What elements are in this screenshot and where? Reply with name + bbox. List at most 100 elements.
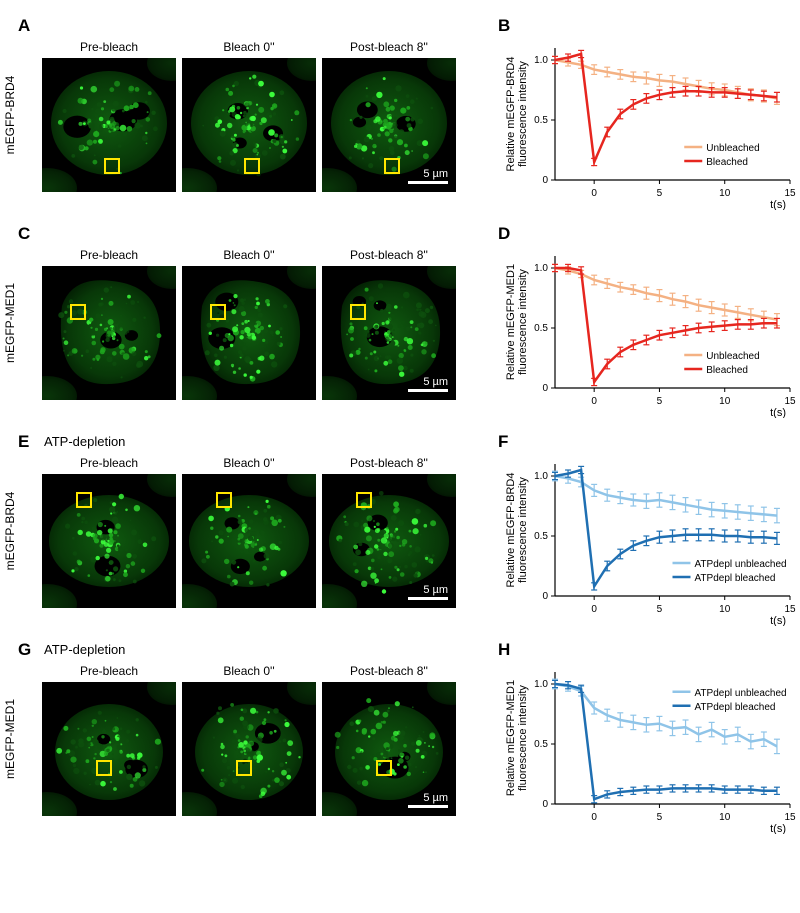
scale-bar-label: 5 µm (423, 376, 448, 388)
svg-text:Relative mEGFP-BRD4: Relative mEGFP-BRD4 (505, 57, 517, 172)
micro-wrap: Post-bleach 8'' 5 µm (322, 248, 456, 400)
row-ylabel: mEGFP-BRD4 (3, 76, 17, 155)
roi-box (244, 158, 260, 174)
panel-label: H (498, 640, 510, 660)
panel-label: B (498, 16, 510, 36)
micrograph (182, 266, 316, 400)
micro-title: Pre-bleach (80, 40, 138, 54)
micrograph (42, 58, 176, 192)
svg-text:Unbleached: Unbleached (706, 143, 759, 154)
micro-title: Bleach 0'' (223, 248, 274, 262)
svg-text:0: 0 (542, 591, 548, 602)
roi-box (216, 492, 232, 508)
panel-E-images: EmEGFP-BRD4ATP-depletion Pre-bleach Blea… (20, 436, 480, 626)
panel-label: E (18, 432, 29, 452)
image-row: Pre-bleach Bleach 0'' (42, 664, 480, 816)
micro-title: Post-bleach 8'' (350, 40, 428, 54)
svg-text:ATPdepl bleached: ATPdepl bleached (695, 573, 776, 584)
svg-text:Bleached: Bleached (706, 157, 748, 168)
micrograph (42, 266, 176, 400)
roi-box (70, 304, 86, 320)
micro-wrap: Pre-bleach (42, 664, 176, 816)
svg-text:10: 10 (719, 604, 731, 615)
svg-text:5: 5 (657, 396, 663, 407)
micro-title: Bleach 0'' (223, 664, 274, 678)
svg-text:fluorescence intensity: fluorescence intensity (517, 685, 529, 791)
svg-text:ATPdepl unbleached: ATPdepl unbleached (695, 688, 787, 699)
panel-C-images: CmEGFP-MED1 Pre-bleach Bleach 0'' (20, 228, 480, 418)
svg-text:5: 5 (657, 604, 663, 615)
panel-label: C (18, 224, 30, 244)
panel-A-images: AmEGFP-BRD4 Pre-bleach Bleach 0'' (20, 20, 480, 210)
micrograph (42, 474, 176, 608)
image-row: Pre-bleach Bleach 0'' (42, 456, 480, 608)
scale-bar (408, 389, 448, 392)
scale-bar-label: 5 µm (423, 792, 448, 804)
frap-chart: 00.51.0051015t(s)Relative mEGFP-MED1fluo… (500, 664, 800, 834)
svg-text:0: 0 (542, 175, 548, 186)
roi-box (96, 760, 112, 776)
micro-title: Post-bleach 8'' (350, 456, 428, 470)
roi-box (376, 760, 392, 776)
micro-wrap: Pre-bleach (42, 40, 176, 192)
svg-text:Relative mEGFP-MED1: Relative mEGFP-MED1 (505, 264, 517, 380)
scale-bar-label: 5 µm (423, 584, 448, 596)
image-row: Pre-bleach Bleach 0'' (42, 40, 480, 192)
roi-box (236, 760, 252, 776)
micro-title: Post-bleach 8'' (350, 664, 428, 678)
svg-text:0: 0 (542, 383, 548, 394)
figure-grid: AmEGFP-BRD4 Pre-bleach Bleach 0'' (20, 20, 780, 834)
micrograph: 5 µm (322, 474, 456, 608)
micrograph (182, 58, 316, 192)
svg-text:fluorescence intensity: fluorescence intensity (517, 477, 529, 583)
svg-text:ATPdepl unbleached: ATPdepl unbleached (695, 559, 787, 570)
svg-text:Relative mEGFP-BRD4: Relative mEGFP-BRD4 (505, 473, 517, 588)
svg-text:t(s): t(s) (770, 199, 786, 210)
svg-text:0.5: 0.5 (534, 115, 548, 126)
panel-label: G (18, 640, 31, 660)
svg-text:t(s): t(s) (770, 615, 786, 626)
svg-text:10: 10 (719, 812, 731, 823)
svg-text:Bleached: Bleached (706, 365, 748, 376)
micro-wrap: Post-bleach 8'' 5 µm (322, 664, 456, 816)
scale-bar (408, 181, 448, 184)
svg-text:1.0: 1.0 (534, 471, 548, 482)
roi-box (76, 492, 92, 508)
image-row: Pre-bleach Bleach 0'' (42, 248, 480, 400)
panel-G-images: GmEGFP-MED1ATP-depletion Pre-bleach Blea… (20, 644, 480, 834)
svg-text:5: 5 (657, 812, 663, 823)
svg-text:0: 0 (591, 812, 597, 823)
svg-text:10: 10 (719, 396, 731, 407)
frap-chart: 00.51.0051015t(s)Relative mEGFP-BRD4fluo… (500, 456, 800, 626)
micro-title: Pre-bleach (80, 664, 138, 678)
row-ylabel: mEGFP-BRD4 (3, 492, 17, 571)
svg-text:0: 0 (591, 188, 597, 199)
svg-text:Relative mEGFP-MED1: Relative mEGFP-MED1 (505, 680, 517, 796)
roi-box (384, 158, 400, 174)
micrograph: 5 µm (322, 266, 456, 400)
roi-box (104, 158, 120, 174)
micro-wrap: Post-bleach 8'' 5 µm (322, 40, 456, 192)
panel-label: A (18, 16, 30, 36)
svg-text:t(s): t(s) (770, 407, 786, 418)
svg-text:1.0: 1.0 (534, 679, 548, 690)
svg-text:0: 0 (542, 799, 548, 810)
svg-text:0.5: 0.5 (534, 739, 548, 750)
panel-label: F (498, 432, 508, 452)
roi-box (356, 492, 372, 508)
micrograph (42, 682, 176, 816)
micro-title: Bleach 0'' (223, 40, 274, 54)
scale-bar-label: 5 µm (423, 168, 448, 180)
svg-text:15: 15 (784, 188, 796, 199)
micro-wrap: Pre-bleach (42, 456, 176, 608)
micro-wrap: Post-bleach 8'' 5 µm (322, 456, 456, 608)
panel-H-chart: H 00.51.0051015t(s)Relative mEGFP-MED1fl… (500, 644, 800, 834)
svg-text:15: 15 (784, 396, 796, 407)
svg-text:1.0: 1.0 (534, 263, 548, 274)
svg-text:Unbleached: Unbleached (706, 351, 759, 362)
svg-text:1.0: 1.0 (534, 55, 548, 66)
panel-B-chart: B 00.51.0051015t(s)Relative mEGFP-BRD4fl… (500, 20, 800, 210)
micrograph: 5 µm (322, 58, 456, 192)
roi-box (350, 304, 366, 320)
svg-text:0.5: 0.5 (534, 323, 548, 334)
